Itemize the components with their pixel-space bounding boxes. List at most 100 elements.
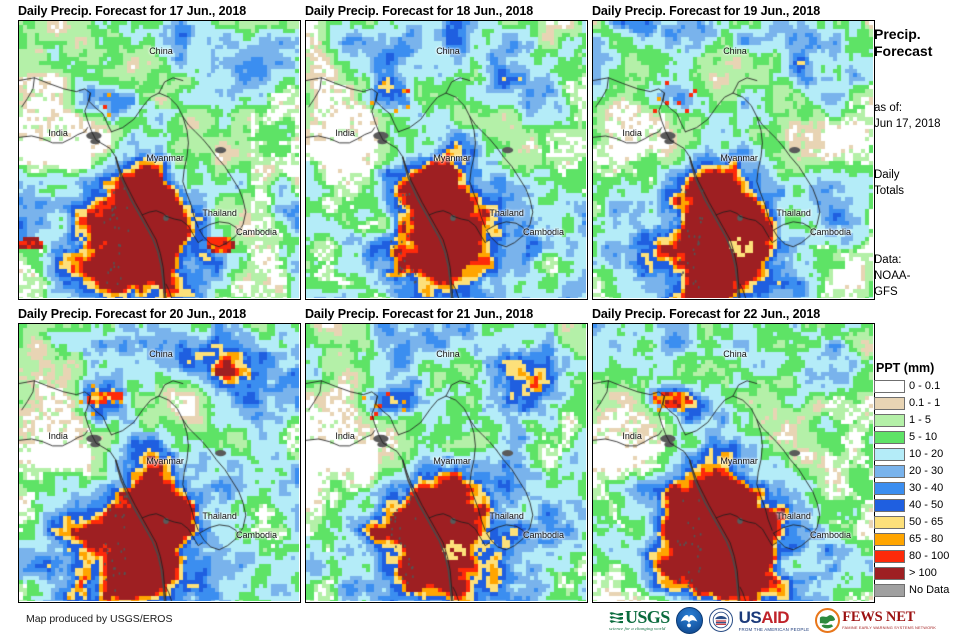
map-credit: Map produced by USGS/EROS bbox=[26, 613, 173, 625]
sidebar-asof-label: as of: bbox=[874, 102, 903, 114]
map-panel[interactable]: Daily Precip. Forecast for 22 Jun., 2018… bbox=[574, 305, 875, 603]
map-canvas-container[interactable]: China India Myanmar Thailand Cambodia bbox=[305, 323, 588, 603]
fews-wordmark: FEWS NET bbox=[842, 608, 916, 625]
legend-label: No Data bbox=[909, 584, 950, 596]
map-panel[interactable]: Daily Precip. Forecast for 21 Jun., 2018… bbox=[287, 305, 588, 603]
usaid-logo: USAID FROM THE AMERICAN PEOPLE bbox=[739, 605, 810, 635]
usaid-tagline: FROM THE AMERICAN PEOPLE bbox=[738, 626, 810, 632]
legend-swatch bbox=[874, 550, 905, 563]
legend-label: 20 - 30 bbox=[909, 465, 944, 477]
map-panel[interactable]: Daily Precip. Forecast for 20 Jun., 2018… bbox=[0, 305, 301, 603]
sidebar-data-line3: GFS bbox=[874, 286, 898, 298]
map-panel-title: Daily Precip. Forecast for 19 Jun., 2018 bbox=[592, 4, 821, 18]
usgs-logo: USGS science for a changing world bbox=[609, 605, 670, 635]
usaid-wordmark-us: US bbox=[738, 607, 762, 627]
usgs-wave-icon bbox=[609, 612, 623, 624]
map-panel-title: Daily Precip. Forecast for 20 Jun., 2018 bbox=[18, 307, 247, 321]
sidebar-data-line2: NOAA- bbox=[874, 270, 911, 282]
legend-label: 10 - 20 bbox=[909, 448, 944, 460]
usaid-wordmark-aid: AID bbox=[761, 607, 790, 627]
legend-row: No Data bbox=[874, 582, 967, 599]
legend-row: > 100 bbox=[874, 565, 967, 582]
map-canvas-container[interactable]: China India Myanmar Thailand Cambodia bbox=[18, 323, 301, 603]
sidebar: Precip. Forecast as of: Jun 17, 2018 Dai… bbox=[871, 0, 967, 639]
precip-raster bbox=[19, 324, 299, 601]
legend-swatch bbox=[874, 584, 905, 597]
legend-swatch bbox=[874, 431, 905, 444]
legend-row: 65 - 80 bbox=[874, 531, 967, 548]
sidebar-asof: as of: Jun 17, 2018 bbox=[874, 100, 941, 132]
legend-label: 80 - 100 bbox=[909, 550, 950, 562]
legend-row: 0.1 - 1 bbox=[874, 395, 967, 412]
sidebar-title: Precip. Forecast bbox=[874, 26, 932, 60]
map-panel-title: Daily Precip. Forecast for 21 Jun., 2018 bbox=[305, 307, 534, 321]
legend-row: 30 - 40 bbox=[874, 480, 967, 497]
legend-label: > 100 bbox=[909, 567, 937, 579]
map-panel[interactable]: Daily Precip. Forecast for 18 Jun., 2018… bbox=[287, 2, 588, 300]
sidebar-title-line2: Forecast bbox=[874, 43, 933, 59]
sidebar-totals-line1: Daily bbox=[874, 169, 900, 181]
legend-swatch bbox=[874, 482, 905, 495]
sidebar-title-line1: Precip. bbox=[874, 26, 921, 42]
legend-label: 5 - 10 bbox=[909, 431, 938, 443]
precip-raster bbox=[306, 324, 586, 601]
map-canvas-container[interactable]: China India Myanmar Thailand Cambodia bbox=[18, 20, 301, 300]
map-panel-title: Daily Precip. Forecast for 22 Jun., 2018 bbox=[592, 307, 821, 321]
legend-swatch bbox=[874, 465, 905, 478]
map-panel-title: Daily Precip. Forecast for 18 Jun., 2018 bbox=[305, 4, 534, 18]
usgs-tagline: science for a changing world bbox=[609, 625, 666, 631]
legend-label: 30 - 40 bbox=[909, 482, 944, 494]
legend-label: 0 - 0.1 bbox=[909, 380, 941, 392]
noaa-seagull-icon bbox=[680, 615, 698, 628]
legend-swatch bbox=[874, 499, 905, 512]
legend-swatch bbox=[874, 448, 905, 461]
map-canvas-container[interactable]: China India Myanmar Thailand Cambodia bbox=[592, 20, 875, 300]
usgs-wordmark: USGS bbox=[625, 606, 670, 627]
legend-label: 65 - 80 bbox=[909, 533, 944, 545]
legend-row: 80 - 100 bbox=[874, 548, 967, 565]
legend-label: 1 - 5 bbox=[909, 414, 932, 426]
legend-rows: 0 - 0.1 0.1 - 1 1 - 5 5 - 10 10 - 20 20 - 30 3… bbox=[874, 378, 967, 599]
precip-raster bbox=[306, 21, 586, 298]
legend-title: PPT (mm) bbox=[876, 361, 935, 375]
map-panel-grid: Daily Precip. Forecast for 17 Jun., 2018… bbox=[0, 2, 875, 603]
precip-raster bbox=[593, 21, 873, 298]
map-panel[interactable]: Daily Precip. Forecast for 17 Jun., 2018… bbox=[0, 2, 301, 300]
map-canvas-container[interactable]: China India Myanmar Thailand Cambodia bbox=[305, 20, 588, 300]
map-panel[interactable]: Daily Precip. Forecast for 19 Jun., 2018… bbox=[574, 2, 875, 300]
sidebar-totals: Daily Totals bbox=[874, 167, 904, 199]
fews-net-logo: FEWS NET FAMINE EARLY WARNING SYSTEMS NE… bbox=[815, 607, 936, 633]
legend-swatch bbox=[874, 414, 905, 427]
sidebar-totals-line2: Totals bbox=[874, 185, 905, 197]
doi-logo bbox=[708, 608, 733, 632]
legend-row: 50 - 65 bbox=[874, 514, 967, 531]
legend-row: 20 - 30 bbox=[874, 463, 967, 480]
map-canvas-container[interactable]: China India Myanmar Thailand Cambodia bbox=[592, 323, 875, 603]
legend-label: 0.1 - 1 bbox=[909, 397, 941, 409]
agency-logo-row: USGS science for a changing world USAID bbox=[609, 604, 936, 636]
sidebar-asof-date: Jun 17, 2018 bbox=[874, 118, 941, 130]
legend-row: 5 - 10 bbox=[874, 429, 967, 446]
precip-raster bbox=[19, 21, 299, 298]
map-panel-title: Daily Precip. Forecast for 17 Jun., 2018 bbox=[18, 4, 247, 18]
fews-tagline: FAMINE EARLY WARNING SYSTEMS NETWORK bbox=[842, 625, 936, 631]
legend-row: 1 - 5 bbox=[874, 412, 967, 429]
precip-raster bbox=[593, 324, 873, 601]
legend-swatch bbox=[874, 397, 905, 410]
legend-row: 10 - 20 bbox=[874, 446, 967, 463]
legend-swatch bbox=[874, 533, 905, 546]
legend-swatch bbox=[874, 516, 905, 529]
legend-swatch bbox=[874, 380, 905, 393]
fews-globe-icon bbox=[815, 607, 841, 633]
legend: PPT (mm) 0 - 0.1 0.1 - 1 1 - 5 5 - 10 10 - 2… bbox=[874, 361, 967, 599]
sidebar-data-source: Data: NOAA- GFS bbox=[874, 252, 910, 300]
legend-swatch bbox=[874, 567, 905, 580]
legend-label: 50 - 65 bbox=[909, 516, 944, 528]
legend-row: 0 - 0.1 bbox=[874, 378, 967, 395]
sidebar-data-label: Data: bbox=[874, 254, 902, 266]
legend-row: 40 - 50 bbox=[874, 497, 967, 514]
legend-label: 40 - 50 bbox=[909, 499, 944, 511]
noaa-logo bbox=[675, 606, 703, 634]
doi-seal-icon bbox=[712, 611, 729, 629]
